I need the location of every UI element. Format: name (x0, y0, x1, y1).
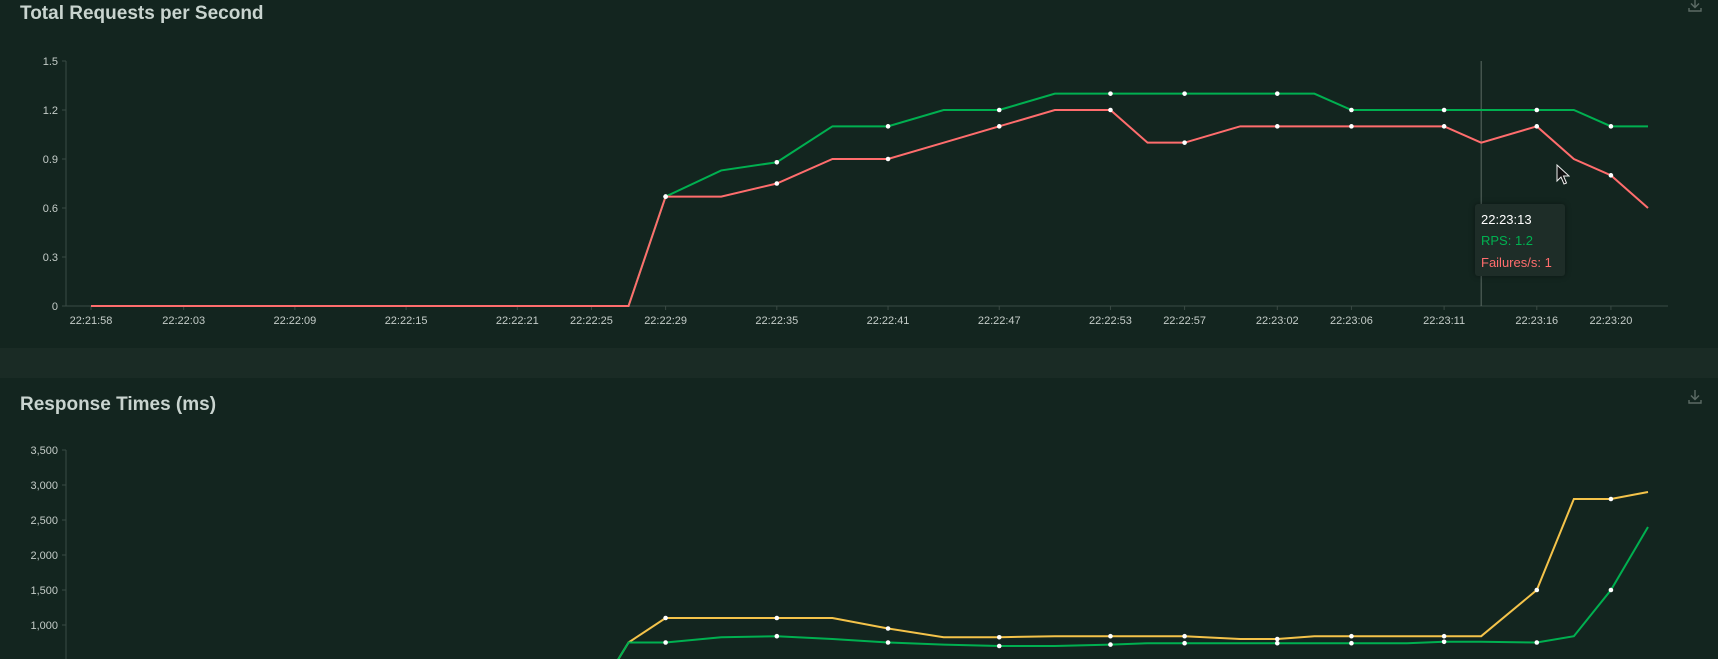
data-point-rps (1534, 107, 1540, 113)
data-point-rps (885, 124, 891, 129)
y-tick-label: 1.2 (43, 105, 58, 117)
data-point-p95 (885, 626, 891, 631)
series-line-median (617, 526, 1649, 659)
response-times-line-chart: 1,000 1,500 2,000 2,500 3,000 3,500 (30, 445, 1649, 659)
y-tick-label: 0.6 (43, 203, 58, 215)
x-tick-label: 22:21:58 (70, 315, 113, 327)
x-tick-label: 22:22:29 (644, 315, 687, 327)
data-point-p95 (1441, 633, 1447, 639)
data-point-median (1182, 640, 1187, 646)
data-point-median (885, 640, 891, 645)
data-point-rps (996, 107, 1002, 113)
data-point-median (1441, 639, 1447, 645)
data-point-rps (1349, 107, 1354, 113)
data-point-failures (1182, 140, 1187, 145)
data-point-failures (1349, 124, 1354, 129)
download-icon[interactable] (1686, 388, 1704, 406)
y-tick-label: 0 (52, 301, 58, 313)
data-point-rps (1182, 91, 1187, 96)
data-point-p95 (1108, 633, 1113, 639)
data-point-p95 (1274, 636, 1280, 642)
data-point-p95 (996, 634, 1002, 640)
chart-tooltip: 22:23:13 RPS: 1.2 Failures/s: 1 (1475, 204, 1565, 276)
x-tick-label: 22:23:02 (1256, 315, 1299, 327)
data-point-failures (1108, 107, 1113, 113)
x-tick-label: 22:22:15 (385, 315, 428, 327)
x-tick-label: 22:22:09 (273, 315, 316, 327)
data-point-failures (1608, 173, 1614, 178)
rps-chart-title: Total Requests per Second (20, 3, 264, 24)
mouse-pointer-icon (1556, 164, 1570, 185)
rps-panel: Total Requests per Second 0 0.3 0.6 0.9 1.2 1… (20, 0, 1704, 327)
data-point-p95 (1608, 496, 1614, 502)
data-point-rps (774, 159, 780, 165)
data-point-p95 (1349, 633, 1354, 639)
download-icon[interactable] (1686, 0, 1704, 14)
data-point-rps (1441, 107, 1447, 113)
tooltip-time: 22:23:13 (1481, 212, 1532, 227)
series-line-failures (91, 109, 1649, 307)
response-times-chart-title: Response Times (ms) (20, 394, 217, 415)
y-tick-label: 1.5 (43, 56, 58, 68)
y-tick-label: 0.9 (43, 154, 58, 166)
data-point-median (1349, 640, 1354, 646)
data-point-median (1108, 642, 1113, 647)
data-point-failures (996, 124, 1002, 129)
data-point-median (1534, 640, 1540, 645)
x-tick-label: 22:23:11 (1423, 315, 1465, 327)
x-tick-label: 22:22:35 (755, 315, 798, 327)
x-tick-label: 22:22:21 (496, 315, 539, 327)
data-point-p95 (774, 615, 780, 621)
data-point-failures (1441, 124, 1447, 129)
data-point-median (1608, 587, 1614, 593)
y-tick-label: 2,000 (30, 550, 58, 562)
data-point-failures (1534, 124, 1540, 129)
x-tick-label: 22:22:53 (1089, 315, 1132, 327)
y-tick-label: 3,000 (30, 480, 58, 492)
x-tick-label: 22:22:47 (978, 315, 1021, 327)
x-tick-label: 22:23:06 (1330, 315, 1373, 327)
x-tick-label: 22:22:03 (162, 315, 205, 327)
response-times-panel: Response Times (ms) 1,000 1,500 2,000 2,500… (0, 378, 1718, 659)
x-tick-label: 22:22:25 (570, 315, 613, 327)
data-point-rps (1608, 124, 1614, 129)
data-point-p95 (1534, 587, 1540, 593)
y-tick-label: 0.3 (43, 252, 58, 264)
x-tick-label: 22:22:57 (1163, 315, 1206, 327)
data-point-median (1274, 640, 1280, 646)
data-point-failures (663, 194, 668, 199)
data-point-failures (774, 181, 780, 186)
data-point-rps (1274, 91, 1280, 96)
data-point-median (996, 643, 1002, 649)
y-tick-label: 1,500 (30, 585, 58, 597)
data-point-p95 (663, 615, 668, 621)
rps-line-chart: 0 0.3 0.6 0.9 1.2 1.5 22:21:58 22:22:03 22:22:09… (43, 56, 1668, 327)
y-tick-label: 1,000 (30, 620, 58, 632)
data-point-failures (1274, 124, 1280, 129)
y-tick-label: 3,500 (30, 445, 58, 457)
tooltip-failures-value: Failures/s: 1 (1481, 255, 1552, 270)
data-point-median (774, 633, 780, 639)
series-line-p95 (617, 491, 1649, 659)
x-tick-label: 22:23:16 (1515, 315, 1558, 327)
data-point-median (663, 640, 668, 645)
x-tick-label: 22:23:20 (1590, 315, 1633, 327)
data-point-p95 (1182, 633, 1187, 639)
data-point-rps (1108, 91, 1113, 96)
data-point-failures (885, 156, 891, 162)
y-tick-label: 2,500 (30, 515, 58, 527)
tooltip-rps-value: RPS: 1.2 (1481, 233, 1534, 248)
x-tick-label: 22:22:41 (867, 315, 910, 327)
